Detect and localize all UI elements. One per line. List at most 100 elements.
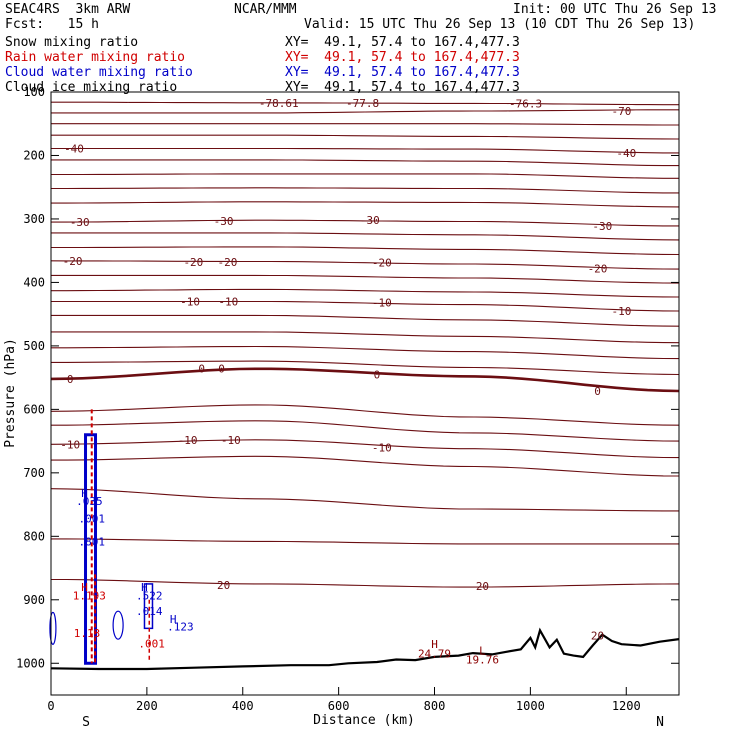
cloud-water-column bbox=[84, 433, 98, 665]
contour-label: -20 bbox=[372, 257, 392, 270]
hydrometeor-label: .001 bbox=[138, 638, 165, 651]
x-tick-label: 0 bbox=[47, 699, 54, 713]
isotherm-line bbox=[50, 260, 680, 270]
isotherm-line bbox=[51, 331, 680, 344]
y-tick-label: 800 bbox=[23, 529, 45, 543]
hydrometeor-label: .014 bbox=[136, 605, 163, 618]
isotherm-line bbox=[51, 147, 679, 154]
contour-label: -20 bbox=[217, 256, 237, 269]
contour-label: 0--0 bbox=[198, 363, 225, 376]
contour-label: -40 bbox=[616, 147, 636, 160]
contour-label: -76.3 bbox=[509, 97, 542, 110]
contour-label: 20 bbox=[591, 629, 604, 642]
x-tick-label: 1000 bbox=[516, 699, 545, 713]
hydrometeor-label: .522 bbox=[136, 589, 163, 602]
y-tick-label: 900 bbox=[23, 593, 45, 607]
isotherm-line bbox=[51, 578, 680, 588]
contour-label: -10 bbox=[372, 441, 392, 454]
contour-label: -30 bbox=[70, 216, 90, 229]
hydrometeor-label: .001 bbox=[78, 513, 105, 526]
init-time: Init: 00 UTC Thu 26 Sep 13 bbox=[513, 2, 717, 17]
isotherm-line bbox=[51, 274, 680, 284]
isotherm-line bbox=[50, 367, 680, 393]
contour-label: -30 bbox=[360, 214, 380, 227]
hydrometeor-label: H bbox=[81, 487, 88, 500]
x-tick-label: 400 bbox=[232, 699, 254, 713]
contour-label: -10 bbox=[178, 434, 198, 447]
hydrometeor-label: 1.193 bbox=[73, 589, 106, 602]
isotherm-line bbox=[51, 246, 680, 256]
hydrometeor-label: .035 bbox=[76, 495, 103, 508]
field-cloudice-xy: XY= 49.1, 57.4 to 167.4,477.3 bbox=[285, 80, 520, 95]
extremum-label: H bbox=[431, 638, 438, 651]
contour-label: -40 bbox=[64, 142, 84, 155]
contour-label: 0 bbox=[67, 373, 74, 386]
hydrometeor-label: 1.13 bbox=[74, 627, 101, 640]
contour-label: -70 bbox=[612, 105, 632, 118]
model-name: SEAC4RS 3km ARW bbox=[5, 2, 131, 17]
isotherm-line bbox=[51, 109, 679, 114]
contour-label: 20 bbox=[217, 579, 230, 592]
isotherm-line bbox=[51, 360, 680, 376]
contour-label: -10 bbox=[218, 295, 238, 308]
isotherm-line bbox=[50, 404, 680, 426]
isotherm-line bbox=[51, 159, 679, 167]
field-rain-xy: XY= 49.1, 57.4 to 167.4,477.3 bbox=[285, 50, 520, 65]
hydrometeor-label: H bbox=[81, 581, 88, 594]
cloud-water-cell bbox=[143, 583, 154, 630]
extremum-label: L bbox=[479, 645, 486, 658]
isotherm-line bbox=[51, 420, 680, 442]
terrain-line bbox=[50, 627, 680, 671]
isotherm-line bbox=[51, 101, 679, 106]
field-cloudice-label: Cloud ice mixing ratio bbox=[5, 80, 178, 95]
x-axis-label: Distance (km) bbox=[313, 713, 415, 728]
isotherm-line bbox=[50, 439, 680, 459]
y-axis-label: Pressure (hPa) bbox=[3, 338, 18, 448]
contour-labels: -78.61 -77.8 -76.3 -70 -40 -40 -30 -30 -30 -30 -20… bbox=[60, 97, 636, 667]
contour-label: -30 bbox=[214, 215, 234, 228]
x-tick-label: 800 bbox=[424, 699, 446, 713]
valid-time: Valid: 15 UTC Thu 26 Sep 13 (10 CDT Thu … bbox=[304, 17, 696, 32]
contour-label: -10 bbox=[180, 295, 200, 308]
isotherm-line bbox=[51, 288, 680, 298]
contour-label: -10 bbox=[221, 434, 241, 447]
south-end-label: S bbox=[82, 715, 90, 730]
isotherm-line bbox=[51, 232, 680, 241]
hydrometeor-layer: H.035.001.801H1.1931.13H.522.014.001H.12… bbox=[49, 409, 194, 665]
contour-label: -10 bbox=[60, 438, 80, 451]
contour-label: -78.61 bbox=[259, 97, 299, 110]
center-name: NCAR/MMM bbox=[234, 2, 297, 17]
isotherm-line bbox=[51, 455, 680, 477]
field-rain-label: Rain water mixing ratio bbox=[5, 50, 186, 65]
extremum-label: 19.76 bbox=[466, 653, 499, 666]
isotherm-line bbox=[51, 187, 679, 194]
isotherm-line bbox=[51, 219, 679, 227]
isotherm-line bbox=[51, 300, 680, 312]
contour-label: -30 bbox=[592, 220, 612, 233]
hydrometeor-label: .801 bbox=[78, 535, 105, 548]
hydrometeor-label: H bbox=[141, 581, 148, 594]
y-tick-label: 500 bbox=[23, 339, 45, 353]
isotherm-line bbox=[51, 345, 680, 360]
isotherm-line bbox=[51, 201, 680, 208]
isotherm-line bbox=[51, 314, 680, 327]
contour-label: -77.8 bbox=[346, 97, 379, 110]
isotherm-line bbox=[50, 488, 679, 512]
isotherm-line bbox=[51, 538, 679, 545]
y-tick-label: 400 bbox=[23, 275, 45, 289]
cloud-water-cell bbox=[49, 611, 57, 645]
x-tick-label: 600 bbox=[328, 699, 350, 713]
isotherm-line bbox=[51, 123, 679, 126]
hydrometeor-label: .123 bbox=[167, 620, 194, 633]
extremum-label: 24.79 bbox=[418, 648, 451, 661]
field-snow-xy: XY= 49.1, 57.4 to 167.4,477.3 bbox=[285, 35, 520, 50]
field-cloudwater-xy: XY= 49.1, 57.4 to 167.4,477.3 bbox=[285, 65, 520, 80]
hydrometeor-label: H bbox=[170, 613, 177, 626]
y-tick-label: 700 bbox=[23, 466, 45, 480]
y-tick-label: 100 bbox=[23, 85, 45, 99]
isotherm-line bbox=[51, 173, 679, 179]
contour-label: -10 bbox=[372, 297, 392, 310]
contour-label: -20 bbox=[588, 262, 608, 275]
